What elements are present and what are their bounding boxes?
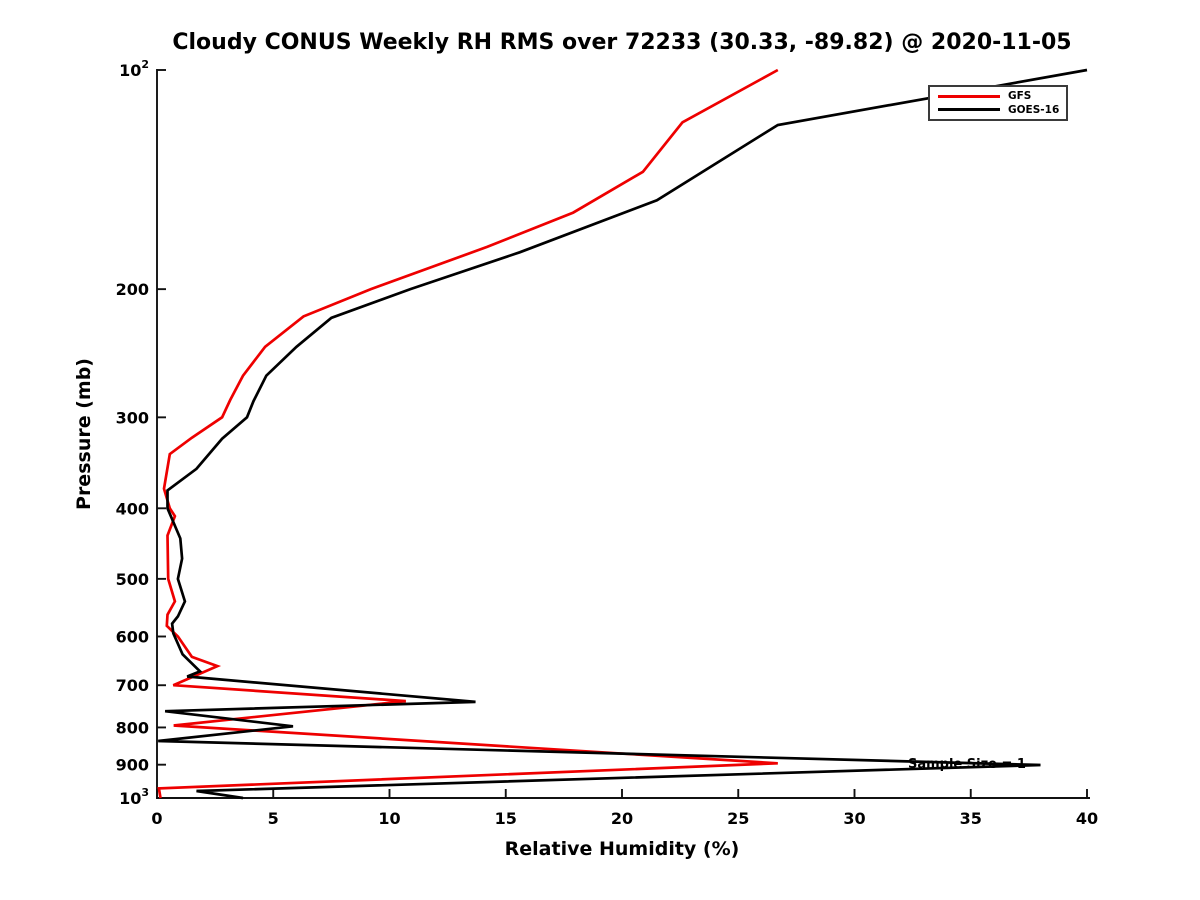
legend-label-goes16: GOES-16 — [1008, 103, 1060, 116]
legend-label-gfs: GFS — [1008, 90, 1032, 102]
sample-size-annotation: Sample Size = 1 — [907, 757, 1026, 773]
series-line-gfs — [157, 68, 779, 799]
x-axis-label: Relative Humidity (%) — [504, 838, 740, 860]
x-tick-label: 15 — [495, 809, 517, 828]
x-tick-label: 25 — [727, 809, 749, 828]
legend-entry-goes16: GOES-16 — [938, 103, 1060, 116]
legend-box: GFS GOES-16 — [928, 85, 1068, 121]
y-axis-label: Pressure (mb) — [73, 358, 95, 510]
x-tick-label: 5 — [268, 809, 279, 828]
y-tick-label: 200 — [116, 280, 149, 299]
y-tick-label: 102 — [119, 58, 149, 80]
x-tick-label: 10 — [378, 809, 400, 828]
series-line-goes-16 — [158, 68, 1088, 800]
y-tick-label: 900 — [116, 756, 149, 775]
goes16-line-swatch — [938, 108, 1000, 112]
x-tick-label: 0 — [151, 809, 162, 828]
x-tick-label: 20 — [611, 809, 633, 828]
legend-entry-gfs: GFS — [938, 91, 1060, 102]
y-tick-label: 500 — [116, 570, 149, 589]
y-tick-label: 700 — [116, 676, 149, 695]
y-tick-label: 103 — [119, 786, 149, 808]
y-tick-label: 800 — [116, 718, 149, 737]
x-tick-label: 40 — [1076, 809, 1098, 828]
y-tick-label: 600 — [116, 627, 149, 646]
chart-title: Cloudy CONUS Weekly RH RMS over 72233 (3… — [172, 30, 1072, 55]
x-tick-label: 35 — [960, 809, 982, 828]
y-tick-label: 300 — [116, 408, 149, 427]
gfs-line-swatch — [938, 94, 1000, 98]
x-tick-label: 30 — [843, 809, 865, 828]
y-tick-label: 400 — [116, 499, 149, 518]
